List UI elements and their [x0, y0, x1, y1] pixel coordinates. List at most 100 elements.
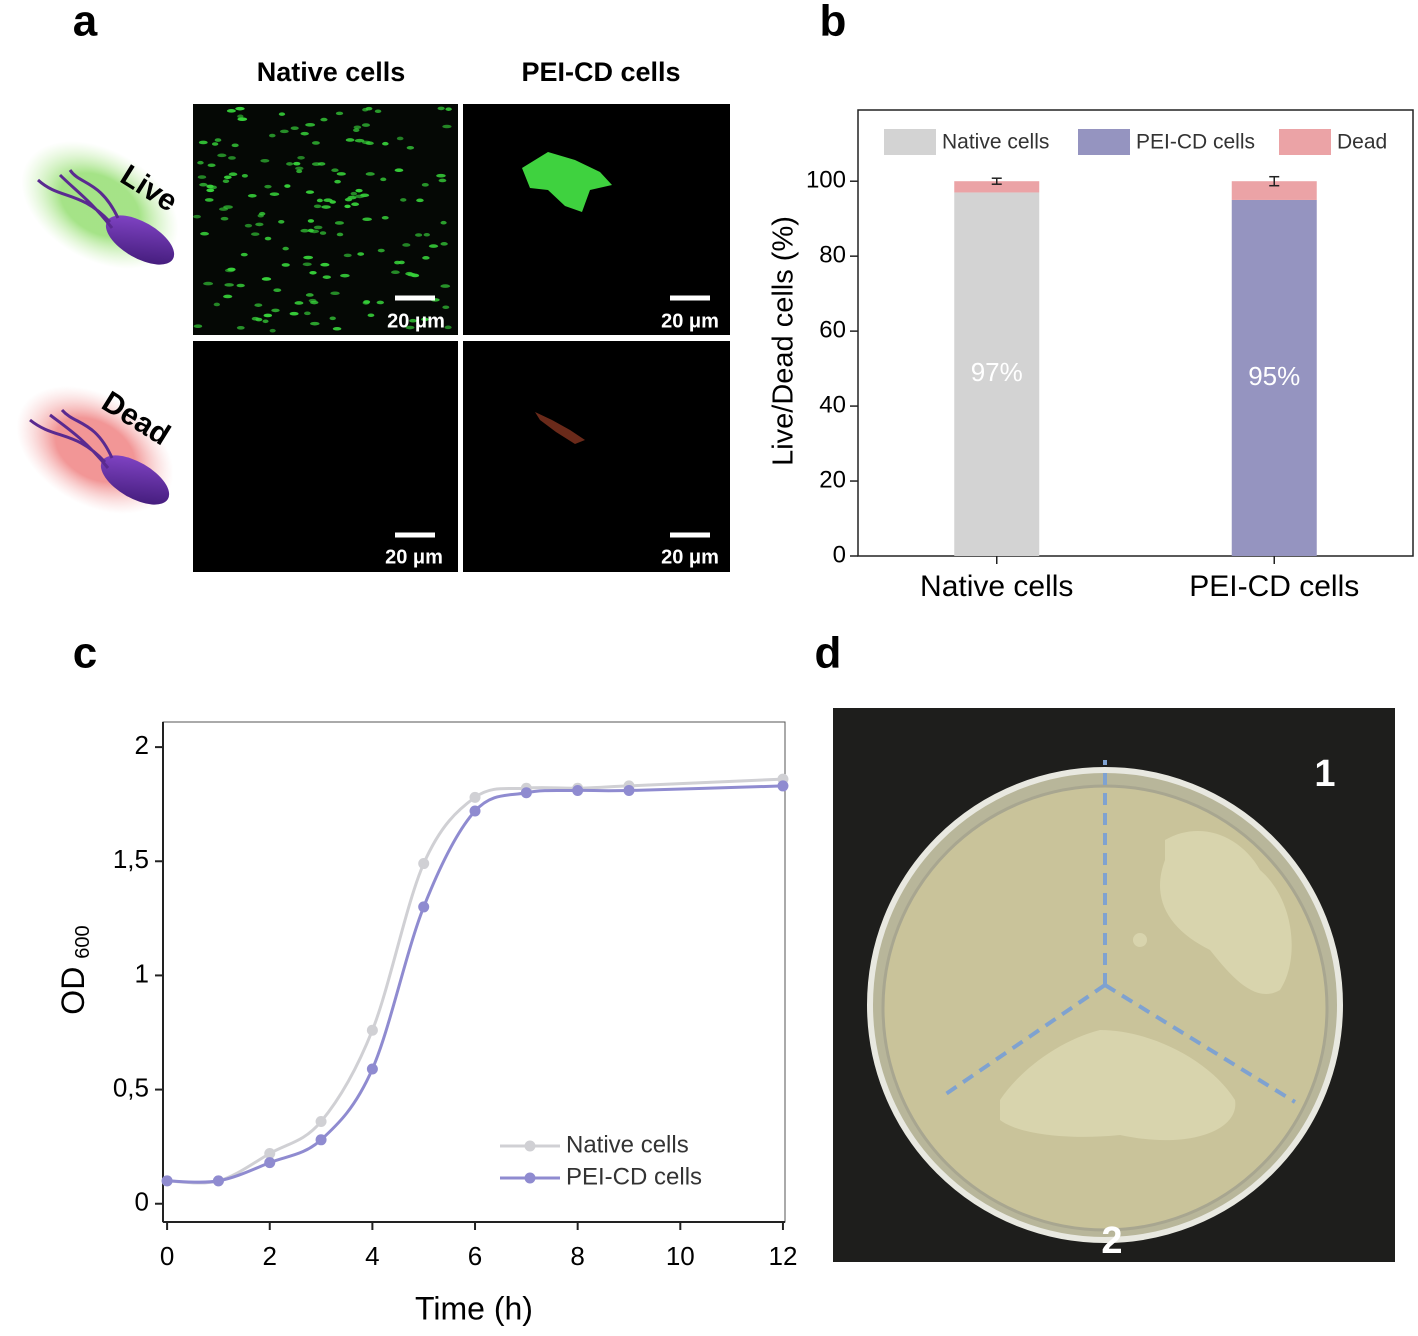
cell-dot: [236, 283, 245, 288]
agar: [881, 784, 1329, 1232]
cell-dot: [302, 262, 312, 267]
legend-swatch: [884, 129, 936, 155]
cell-dot: [421, 183, 429, 187]
flagella: [29, 408, 114, 469]
cell-dot: [332, 326, 342, 331]
cell-dot: [355, 188, 363, 193]
cell-dot: [307, 219, 315, 223]
cell-dot: [228, 172, 238, 177]
scale-label: 20 μm: [385, 546, 443, 568]
cell-dot: [269, 328, 276, 333]
cell-dot: [351, 202, 360, 207]
cell-dot: [334, 221, 344, 225]
bar-segment: [1231, 181, 1317, 200]
plot-frame: [857, 109, 1414, 557]
cell-dot: [437, 106, 445, 111]
cell-dot: [394, 168, 404, 173]
cell-dot: [263, 313, 273, 318]
cell-dot: [353, 125, 362, 130]
y-tick-label: 0: [833, 541, 846, 568]
panel-label: c: [73, 629, 97, 678]
glow: [16, 386, 174, 514]
microscopy-panel: Native cells PEI-CD cells 20 μm 20 μm 20…: [16, 57, 730, 572]
cell-dot: [269, 133, 276, 138]
cell-dot: [282, 246, 289, 251]
cell-dot: [416, 198, 424, 203]
cell-dot: [260, 158, 270, 163]
divider: [938, 983, 1107, 1100]
cell-dot: [211, 142, 219, 146]
legend-label: Dead: [1337, 131, 1387, 154]
cell-dot: [365, 106, 373, 111]
cell-dot: [207, 163, 216, 168]
cell-dot: [223, 294, 233, 299]
cell-dot: [428, 244, 439, 248]
cell-dot: [224, 283, 234, 287]
cell-dot: [193, 324, 203, 328]
y-axis-label-sub: 600: [72, 925, 94, 958]
cell-dot: [319, 231, 327, 235]
cell-dot: [300, 228, 310, 233]
cell-dot: [409, 318, 417, 323]
cell-dot: [236, 325, 245, 330]
cell-dot: [200, 231, 209, 236]
panel-label: b: [820, 0, 847, 46]
cell-dot: [231, 143, 239, 148]
cell-dot: [220, 216, 229, 221]
cell-dot: [284, 184, 291, 188]
x-axis-label: Time (h): [415, 1290, 533, 1326]
cell-dot: [251, 316, 260, 321]
cell-dot: [355, 194, 365, 199]
cell-dot: [340, 273, 350, 278]
y-tick-label: 100: [806, 167, 846, 194]
bar-segment: [1231, 199, 1317, 556]
cell-dot: [402, 243, 411, 247]
x-tick-label: 2: [263, 1241, 277, 1271]
cell-dot: [247, 193, 257, 198]
cell-dot: [382, 141, 389, 146]
cell-dot: [237, 114, 244, 119]
cell-dot: [237, 117, 248, 121]
y-tick-label: 20: [819, 466, 846, 493]
cell-dot: [305, 293, 314, 297]
cell-dot: [193, 214, 201, 219]
cell-dot: [308, 298, 317, 303]
cell-dot: [320, 262, 330, 267]
legend-label: Native cells: [942, 131, 1049, 154]
colony: [1133, 933, 1147, 947]
cell-dot: [415, 233, 423, 237]
cell-dot: [320, 117, 328, 122]
y-axis-label: OD 600: [55, 925, 94, 1014]
cell-dot: [381, 215, 389, 220]
cell-dot: [377, 248, 385, 253]
cell-dot: [300, 131, 309, 136]
data-point: [161, 1175, 173, 1187]
legend-marker: [524, 1172, 536, 1184]
cell-dot: [304, 311, 311, 316]
cell-dot: [421, 317, 429, 322]
y-tick-label: 2: [135, 730, 149, 760]
cell-dot: [235, 106, 245, 111]
x-tick-label: 4: [365, 1241, 379, 1271]
cell-dot: [255, 222, 264, 227]
cell-dot: [344, 204, 351, 209]
y-tick-label: 80: [819, 242, 846, 269]
cell-dot: [444, 325, 452, 330]
cell-dot: [213, 302, 220, 307]
cell-dot: [305, 190, 315, 194]
y-axis-label-main: OD: [55, 967, 91, 1015]
colony: [1000, 1030, 1236, 1141]
data-point: [315, 1134, 327, 1146]
panel-label: a: [73, 0, 98, 46]
cell-dot: [336, 172, 346, 176]
cell-dot: [350, 191, 357, 196]
cell-dot: [438, 178, 447, 183]
cell-dot: [367, 313, 375, 318]
data-point: [366, 1024, 378, 1036]
cell-dot: [226, 109, 236, 113]
y-tick-label: 60: [819, 316, 846, 343]
cell-dot: [440, 284, 451, 288]
data-point: [572, 784, 584, 796]
cell-dot: [354, 138, 365, 143]
series-line: [167, 784, 783, 1184]
